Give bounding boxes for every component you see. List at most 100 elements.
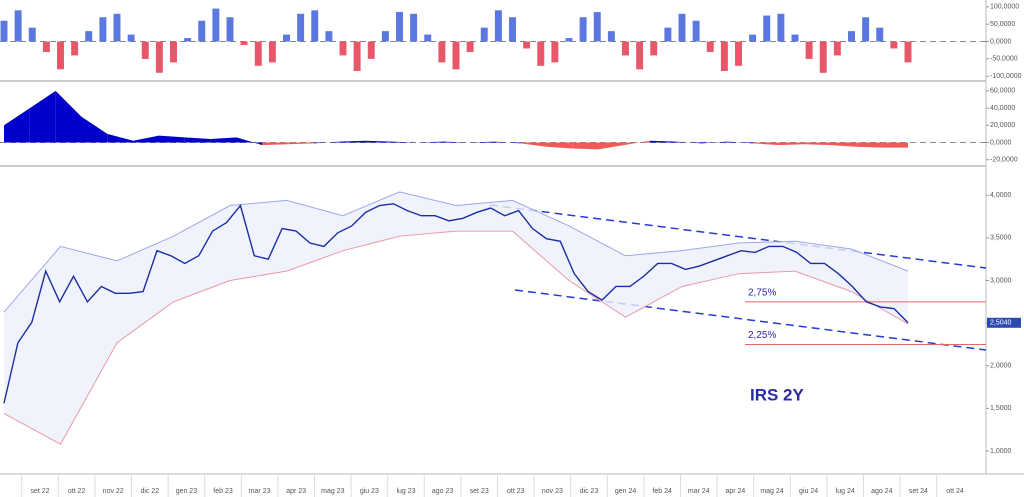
area-segment — [158, 135, 185, 143]
histogram-bar — [170, 41, 177, 63]
histogram-bar — [184, 38, 192, 42]
lower-band — [3, 230, 909, 445]
area-segment — [778, 142, 805, 146]
x-tick-label: mar 24 — [688, 488, 710, 495]
histogram-bar — [537, 41, 545, 66]
histogram-bar — [636, 41, 644, 70]
histogram-bar — [862, 17, 870, 42]
histogram-bar — [127, 34, 135, 42]
histogram-bar — [763, 15, 771, 42]
area-segment — [856, 142, 883, 148]
x-tick-label: giu 24 — [799, 488, 818, 495]
area-segment — [830, 142, 857, 147]
trend-line — [514, 289, 987, 351]
histogram-bar — [283, 34, 290, 42]
histogram-bar — [297, 13, 305, 42]
histogram-bar — [692, 20, 700, 42]
area-segment — [236, 137, 263, 146]
x-tick-label: ott 22 — [68, 488, 86, 495]
histogram-bar — [155, 41, 163, 73]
last-value-label: 2,5040 — [990, 320, 1012, 327]
level-label: 2,75% — [748, 287, 776, 298]
area-segment — [391, 141, 418, 143]
x-tick-label: lug 23 — [396, 488, 415, 495]
histogram-bar — [678, 13, 686, 42]
histogram-bar — [565, 38, 573, 42]
histogram-bar — [777, 13, 785, 42]
histogram-bar — [720, 41, 728, 72]
area-segment — [598, 142, 624, 150]
histogram-bar — [876, 27, 884, 42]
y-tick-label: -20,0000 — [990, 157, 1018, 164]
histogram-bar — [57, 41, 64, 70]
histogram-bar — [805, 41, 813, 59]
y-tick-label: 50,0000 — [990, 21, 1015, 28]
y-tick-label: 1,5000 — [990, 405, 1012, 412]
level-label: 2,25% — [748, 330, 776, 341]
histogram-bar — [254, 41, 262, 66]
area-segment — [623, 140, 650, 146]
y-tick-label: -100,0000 — [990, 73, 1022, 80]
histogram-bar — [268, 41, 276, 63]
histogram-bar — [650, 41, 658, 56]
y-tick-label: 4,0000 — [990, 192, 1012, 199]
y-tick-label: 40,0000 — [990, 105, 1015, 112]
x-tick-label: ago 24 — [871, 488, 893, 495]
x-tick-label: ott 24 — [946, 488, 964, 495]
histogram-bar — [212, 8, 220, 42]
histogram-bar — [198, 20, 206, 42]
y-tick-label: 60,0000 — [990, 88, 1015, 95]
histogram-bar — [819, 41, 827, 73]
x-tick-label: feb 23 — [213, 488, 233, 495]
histogram-bar — [706, 41, 714, 52]
histogram-bar — [42, 41, 50, 52]
area-segment — [649, 140, 676, 143]
area-segment — [133, 135, 159, 143]
histogram-bar — [438, 41, 446, 63]
x-tick-label: giu 23 — [360, 488, 379, 495]
x-tick-label: dic 22 — [140, 488, 159, 495]
x-tick-label: apr 23 — [286, 488, 306, 495]
x-tick-label: set 23 — [470, 488, 489, 495]
x-tick-label: set 24 — [909, 488, 928, 495]
x-tick-label: lug 24 — [836, 488, 855, 495]
y-tick-label: -50,0000 — [990, 56, 1018, 63]
histogram-bar — [904, 41, 912, 63]
histogram-bar — [410, 13, 418, 42]
histogram-bar — [226, 17, 234, 42]
histogram-bar — [325, 31, 333, 42]
histogram-bar — [791, 34, 799, 42]
area-segment — [804, 142, 831, 146]
histogram-bar — [141, 41, 149, 59]
histogram-bar — [509, 17, 516, 42]
x-tick-label: dic 23 — [580, 488, 599, 495]
histogram-bar — [480, 27, 488, 42]
area-segment — [753, 142, 779, 146]
area-segment — [313, 141, 340, 144]
area-segment — [288, 142, 314, 145]
y-tick-label: 100,0000 — [990, 4, 1019, 11]
x-tick-label: ott 23 — [507, 488, 525, 495]
x-tick-label: apr 24 — [725, 488, 745, 495]
x-tick-label: mag 23 — [321, 488, 344, 495]
chart-title: IRS 2Y — [750, 385, 805, 404]
last-value-box — [987, 317, 1021, 328]
area-segment — [81, 116, 108, 143]
histogram-bar — [494, 10, 502, 42]
area-segment — [675, 141, 702, 144]
price-line — [3, 203, 909, 404]
histogram-bar — [466, 41, 474, 52]
area-segment — [572, 142, 599, 150]
histogram-bar — [622, 41, 629, 56]
area-segment — [701, 141, 728, 144]
histogram-bar — [848, 31, 855, 42]
area-segment — [494, 141, 521, 144]
histogram-bar — [551, 41, 559, 63]
trend-line — [489, 204, 987, 269]
area-segment — [520, 142, 547, 147]
area-segment — [443, 141, 469, 143]
histogram-bar — [735, 41, 742, 66]
x-tick-label: ago 23 — [432, 488, 454, 495]
y-tick-label: 20,0000 — [990, 122, 1015, 129]
y-tick-label: 3,0000 — [990, 277, 1012, 284]
